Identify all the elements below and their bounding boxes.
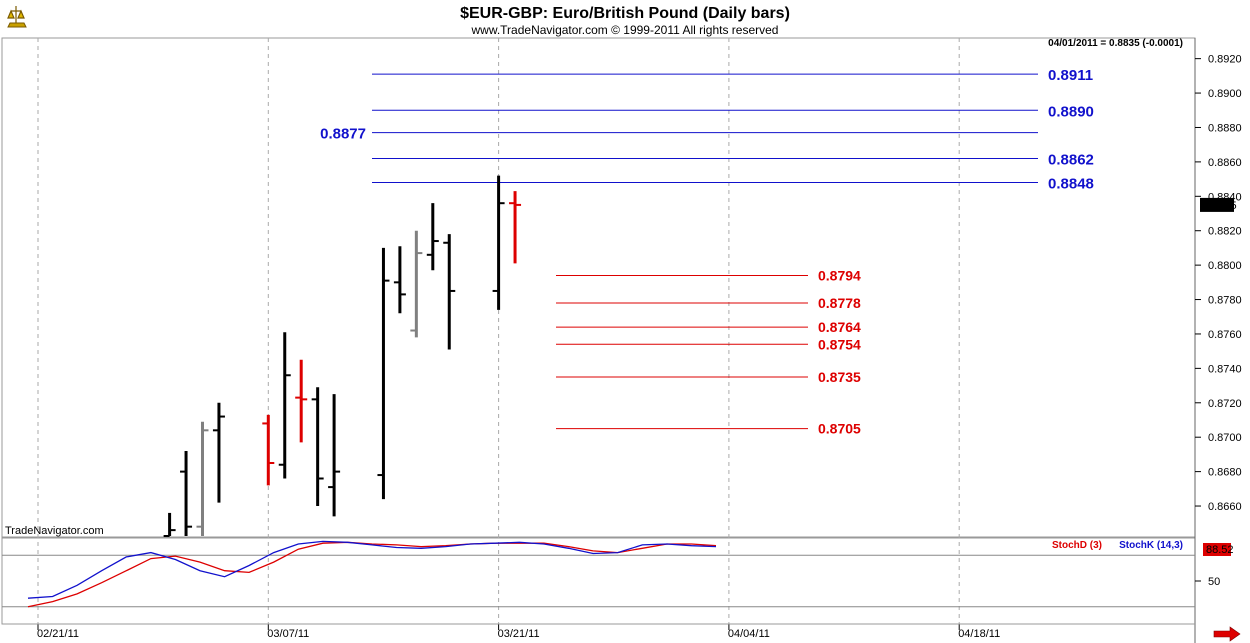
y-tick-label: 0.8760 — [1208, 329, 1242, 341]
stochk-legend: StochK (14,3) — [1119, 540, 1183, 551]
resistance-label: 0.8911 — [1048, 67, 1093, 84]
resistance-label: 0.8862 — [1048, 151, 1094, 168]
resistance-label: 0.8877 — [320, 126, 366, 143]
ohlc-bar — [492, 175, 505, 310]
ohlc-bar — [278, 332, 291, 479]
y-tick-label: 0.8860 — [1208, 157, 1242, 169]
stochk-line — [27, 540, 717, 599]
price-axis: 0.89200.89000.88800.88600.88400.88200.88… — [1195, 54, 1242, 513]
x-tick-label: 03/21/11 — [498, 628, 540, 640]
ohlc-bar — [262, 414, 275, 486]
y-tick-label: 0.8880 — [1208, 122, 1242, 134]
watermark: TradeNavigator.com — [5, 525, 104, 537]
stoch-last-value: 88.52 — [1206, 544, 1234, 556]
support-label: 0.8794 — [818, 267, 861, 283]
support-label: 0.8754 — [818, 336, 861, 352]
stochd-legend: StochD (3) — [1052, 540, 1102, 551]
stoch-tick-label: 50 — [1208, 576, 1220, 588]
y-tick-label: 0.8800 — [1208, 260, 1242, 272]
ohlc-bars — [163, 175, 522, 537]
ohlc-bar — [212, 402, 225, 503]
date-axis: 02/21/11 03/07/11 03/21/11 04/04/11 04/18/11 — [2, 623, 1195, 640]
price-levels: 0.8911 0.8890 0.8877 0.8862 0.8848 0.8794 0.87… — [320, 67, 1094, 436]
stochastic-panel: 50 — [2, 540, 1220, 608]
last-price-tag: 0.8835 — [1200, 197, 1237, 212]
y-tick-label: 0.8740 — [1208, 363, 1242, 375]
resistance-label: 0.8848 — [1048, 176, 1094, 193]
ohlc-bar — [328, 394, 341, 517]
x-tick-label: 04/18/11 — [958, 628, 1000, 640]
resistance-label: 0.8890 — [1048, 103, 1094, 120]
ohlc-bar — [443, 234, 456, 350]
y-tick-label: 0.8780 — [1208, 295, 1242, 307]
chart-title: $EUR-GBP: Euro/British Pound (Daily bars… — [460, 5, 790, 22]
ohlc-bar — [410, 230, 423, 338]
grid — [37, 38, 960, 624]
x-tick-label: 04/04/11 — [728, 628, 770, 640]
ohlc-bar — [377, 247, 390, 500]
price-panel — [1, 37, 1196, 538]
stochd-line — [27, 541, 717, 608]
ohlc-bar — [295, 359, 308, 443]
y-tick-label: 0.8920 — [1208, 54, 1242, 66]
y-tick-label: 0.8720 — [1208, 398, 1242, 410]
ohlc-bar — [163, 512, 176, 537]
ohlc-bar — [311, 387, 324, 507]
ohlc-bar — [196, 421, 209, 536]
y-tick-label: 0.8820 — [1208, 226, 1242, 238]
last-price-label: 0.8835 — [1203, 200, 1237, 212]
ohlc-bar — [180, 450, 193, 536]
support-label: 0.8778 — [818, 295, 861, 311]
support-label: 0.8735 — [818, 369, 861, 385]
y-tick-label: 0.8700 — [1208, 432, 1242, 444]
stoch-last-tag: 88.52 — [1203, 543, 1234, 556]
price-readout: 04/01/2011 = 0.8835 (-0.0001) — [1048, 38, 1183, 49]
ohlc-bar — [509, 191, 522, 264]
chart-subtitle: www.TradeNavigator.com © 1999-2011 All r… — [471, 23, 779, 37]
scroll-right-arrow-icon[interactable] — [1213, 626, 1241, 642]
support-label: 0.8764 — [818, 319, 861, 335]
y-tick-label: 0.8680 — [1208, 467, 1242, 479]
x-tick-label: 02/21/11 — [37, 628, 79, 640]
y-tick-label: 0.8660 — [1208, 501, 1242, 513]
ohlc-bar — [426, 203, 439, 271]
y-tick-label: 0.8900 — [1208, 88, 1242, 100]
x-tick-label: 03/07/11 — [267, 628, 309, 640]
tradenavigator-logo-icon[interactable] — [4, 4, 30, 30]
ohlc-bar — [393, 246, 406, 314]
support-label: 0.8705 — [818, 421, 861, 437]
